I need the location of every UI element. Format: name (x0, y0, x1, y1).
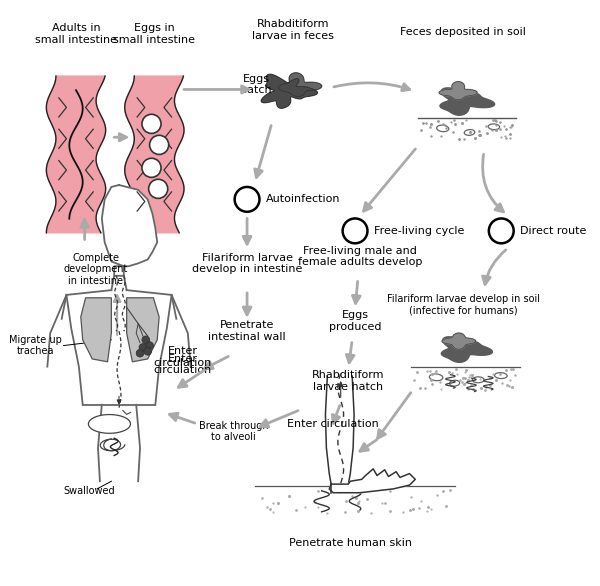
Text: 3: 3 (497, 224, 506, 237)
Polygon shape (125, 76, 184, 233)
Text: Eggs
hatch: Eggs hatch (241, 74, 272, 96)
Text: 1: 1 (242, 193, 251, 206)
Polygon shape (102, 185, 157, 276)
Circle shape (142, 336, 149, 343)
Text: Swallowed: Swallowed (64, 486, 115, 496)
Text: 2: 2 (350, 224, 359, 237)
Text: Eggs in
small intestine: Eggs in small intestine (113, 23, 196, 45)
Polygon shape (46, 76, 106, 233)
Text: Adults in
small intestine: Adults in small intestine (35, 23, 117, 45)
Polygon shape (127, 298, 159, 362)
Text: Enter
circulation: Enter circulation (154, 346, 212, 368)
Polygon shape (329, 469, 415, 493)
Text: Migrate up
trachea: Migrate up trachea (9, 335, 62, 356)
Text: Eggs
produced: Eggs produced (329, 310, 381, 332)
Text: Penetrate
intestinal wall: Penetrate intestinal wall (208, 321, 286, 342)
Text: Enter circulation: Enter circulation (287, 419, 379, 429)
Polygon shape (442, 333, 476, 349)
Text: Enter
circulation: Enter circulation (154, 354, 212, 376)
Polygon shape (81, 298, 112, 362)
Text: Direct route: Direct route (520, 226, 587, 236)
Polygon shape (439, 81, 477, 100)
Circle shape (343, 219, 367, 243)
Circle shape (139, 343, 147, 351)
Text: Free-living male and
female adults develop: Free-living male and female adults devel… (298, 246, 422, 267)
Circle shape (235, 187, 259, 212)
Polygon shape (440, 88, 494, 115)
Polygon shape (261, 74, 317, 108)
Text: Rhabditiform
larvae hatch: Rhabditiform larvae hatch (312, 370, 385, 391)
Text: Free-living cycle: Free-living cycle (374, 226, 464, 236)
Text: Autoinfection: Autoinfection (266, 195, 341, 205)
Circle shape (149, 135, 169, 155)
Text: Filariform larvae
develop in intestine: Filariform larvae develop in intestine (192, 253, 302, 274)
Text: Feces deposited in soil: Feces deposited in soil (400, 27, 526, 37)
Text: Filariform larvae develop in soil
(infective for humans): Filariform larvae develop in soil (infec… (386, 294, 539, 315)
Circle shape (136, 349, 144, 357)
Circle shape (149, 179, 168, 199)
Text: Penetrate human skin: Penetrate human skin (289, 539, 412, 548)
Circle shape (144, 347, 152, 355)
Text: Break through
to alveoli: Break through to alveoli (199, 421, 268, 442)
Polygon shape (88, 414, 130, 433)
Polygon shape (442, 337, 493, 362)
Text: Rhabditiform
larvae in feces: Rhabditiform larvae in feces (252, 19, 334, 41)
Circle shape (142, 158, 161, 178)
Text: Complete
development
in intestine: Complete development in intestine (64, 253, 128, 286)
Circle shape (146, 342, 154, 349)
Circle shape (489, 219, 514, 243)
Circle shape (142, 114, 161, 134)
Polygon shape (278, 73, 322, 97)
